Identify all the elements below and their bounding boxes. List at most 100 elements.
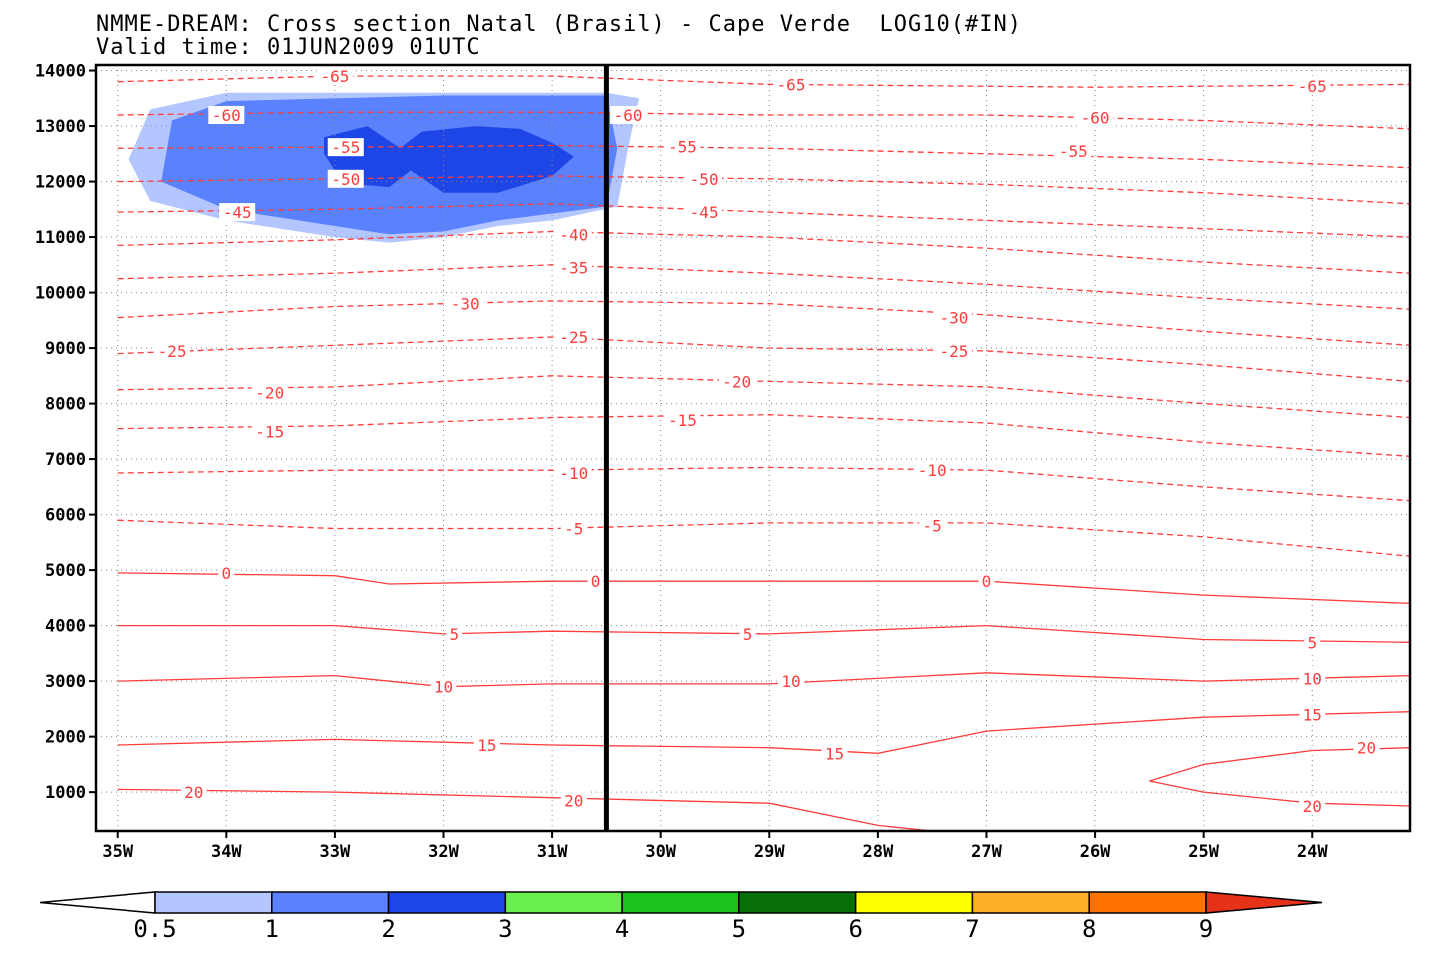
isoline-label-bg	[219, 203, 256, 222]
isoline-label-bg	[251, 383, 288, 402]
x-tick-label: 25W	[1188, 842, 1219, 862]
legend-bound-label: 6	[848, 915, 862, 943]
y-tick-label: 9000	[45, 339, 86, 359]
isoline-label: -60	[1081, 109, 1110, 128]
isoline-label-bg	[1299, 669, 1326, 688]
x-tick-label: 34W	[211, 842, 242, 862]
legend-box	[854, 891, 974, 914]
legend-bound-label: 0.5	[133, 915, 176, 943]
isoline-label: -20	[255, 383, 284, 402]
isoline-label: -10	[559, 464, 588, 483]
isoline-label: 20	[1303, 797, 1322, 816]
isoline-label-bg	[180, 783, 207, 802]
isoline-label-bg	[686, 203, 723, 222]
isoline	[117, 111, 1411, 130]
isoline	[117, 672, 1411, 688]
isoline-label: 0	[982, 572, 992, 591]
isoline-label-bg	[914, 461, 951, 480]
x-tick-label: 26W	[1080, 842, 1111, 862]
isoline-label: -45	[690, 203, 719, 222]
y-tick-label: 11000	[35, 228, 86, 248]
isoline-label: -65	[777, 75, 806, 94]
isoline-label: 10	[434, 678, 453, 697]
isoline-label: -5	[564, 519, 583, 538]
isoline-label: -30	[451, 295, 480, 314]
isoline-label: 10	[1303, 669, 1322, 688]
isoline	[117, 711, 1411, 754]
isoline-label-bg	[560, 791, 587, 810]
isoline-label: 0	[221, 564, 231, 583]
isoline-label: -25	[158, 342, 187, 361]
x-tick-label: 31W	[537, 842, 568, 862]
isoline-label-bg	[218, 563, 235, 582]
legend-bound-label: 5	[732, 915, 746, 943]
isoline-label-bg	[555, 463, 592, 482]
axes-layer: 35W 34W 33W 32W 31W 30W 29W 28W 27W 26W 25W 24W1000…	[35, 62, 1412, 862]
isoline-label-bg	[935, 341, 972, 360]
isoline	[117, 414, 1411, 457]
isoline-label-bg	[718, 372, 755, 391]
x-tick-label: 27W	[971, 842, 1002, 862]
legend-right-arrow	[1205, 891, 1323, 914]
isoline-label-bg	[327, 138, 364, 157]
isoline-label: -65	[1298, 77, 1327, 96]
isoline-label-bg	[208, 105, 245, 124]
y-tick-label: 5000	[45, 561, 86, 581]
isoline-label-bg	[560, 519, 587, 538]
isoline-label: -5	[923, 517, 942, 536]
legend-box	[971, 891, 1090, 914]
isoline	[117, 300, 1411, 346]
x-tick-label: 35W	[102, 842, 133, 862]
isoline-label-bg	[778, 672, 805, 691]
isoline-label-bg	[327, 169, 364, 188]
isoline-label-bg	[555, 225, 592, 244]
isoline-label: -65	[320, 67, 349, 86]
isoline-label-bg	[447, 294, 484, 313]
isoline-label-bg	[1299, 705, 1326, 724]
isoline-label: -20	[722, 372, 751, 391]
isoline-label: -15	[668, 411, 697, 430]
isoline-label: -35	[559, 259, 588, 278]
y-tick-label: 12000	[35, 173, 86, 193]
isoline-label-bg	[587, 572, 604, 591]
y-tick-label: 14000	[35, 62, 86, 82]
legend-bound-label: 3	[498, 915, 512, 943]
isoline-label-bg	[1304, 633, 1321, 652]
isoline-label: 0	[591, 572, 601, 591]
isoline-label: -55	[331, 138, 360, 157]
isoline-label-bg	[251, 422, 288, 441]
isoline-label: -25	[559, 328, 588, 347]
y-tick-label: 2000	[45, 728, 86, 748]
isoline-label-bg	[664, 137, 701, 156]
isoline-label: 5	[450, 625, 460, 644]
plot-frame	[94, 63, 1412, 833]
isoline	[117, 375, 1411, 419]
isoline-label: -40	[559, 225, 588, 244]
isoline-label-bg	[1353, 738, 1380, 757]
y-tick-label: 7000	[45, 450, 86, 470]
isoline-label-bg	[1294, 77, 1331, 96]
isoline	[117, 336, 1411, 383]
isoline-label: -55	[1059, 142, 1088, 161]
x-tick-label: 33W	[320, 842, 351, 862]
isoline	[117, 75, 1411, 88]
isoline-label-bg	[430, 677, 457, 696]
isoline-label-bg	[664, 411, 701, 430]
legend-box	[154, 891, 273, 914]
isoline	[117, 572, 1411, 605]
x-tick-label: 24W	[1297, 842, 1328, 862]
isoline-label-bg	[316, 67, 353, 86]
isoline-label-bg	[555, 258, 592, 277]
isoline-label: 20	[184, 783, 203, 802]
x-tick-label: 32W	[428, 842, 459, 862]
isoline-label-bg	[610, 105, 647, 124]
isoline	[117, 203, 1411, 238]
isoline-label-bg	[1055, 142, 1092, 161]
legend-bound-label: 2	[381, 915, 395, 943]
isoline-label: 10	[781, 672, 800, 691]
legend-bound-label: 1	[265, 915, 279, 943]
isoline-label: 20	[564, 791, 583, 810]
x-tick-label: 28W	[863, 842, 894, 862]
isoline-label: 20	[1357, 739, 1376, 758]
